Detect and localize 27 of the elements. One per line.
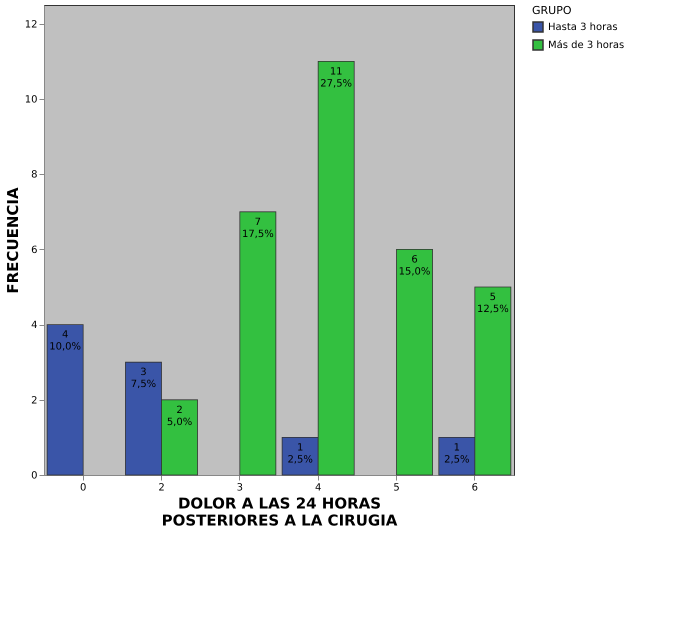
- y-tick-label: 6: [31, 244, 38, 256]
- data-label: 1 2,5%: [287, 442, 313, 466]
- x-axis-title: DOLOR A LAS 24 HORAS POSTERIORES A LA CIRUGIA: [162, 494, 398, 530]
- y-tick-label: 12: [24, 19, 38, 30]
- y-tick-label: 4: [31, 320, 38, 332]
- legend-title: GRUPO: [532, 4, 572, 17]
- data-label: 6 15,0%: [398, 254, 430, 278]
- y-tick-label: 8: [31, 170, 38, 181]
- y-tick-label: 2: [31, 395, 38, 406]
- x-tick-label: 3: [236, 482, 244, 494]
- y-axis-title: FRECUENCIA: [4, 186, 22, 294]
- x-tick-label: 2: [158, 482, 165, 494]
- data-label: 5 12,5%: [476, 292, 509, 315]
- x-tick-label: 6: [472, 482, 478, 494]
- y-tick-label: 10: [24, 94, 38, 106]
- y-tick-label: 0: [31, 470, 38, 482]
- data-label: 2 5,0%: [166, 404, 192, 428]
- data-label: 3 7,5%: [130, 367, 156, 390]
- data-label: 1 2,5%: [444, 442, 470, 466]
- x-tick-label: 0: [80, 482, 86, 494]
- x-tick-label: 5: [393, 482, 400, 494]
- legend-label: Más de 3 horas: [548, 40, 624, 51]
- data-label: 7 17,5%: [242, 216, 274, 240]
- data-label: 4 10,0%: [49, 330, 82, 353]
- data-label: 11 27,5%: [320, 66, 352, 90]
- x-tick-label: 4: [314, 482, 322, 494]
- legend-label: Hasta 3 horas: [548, 22, 618, 33]
